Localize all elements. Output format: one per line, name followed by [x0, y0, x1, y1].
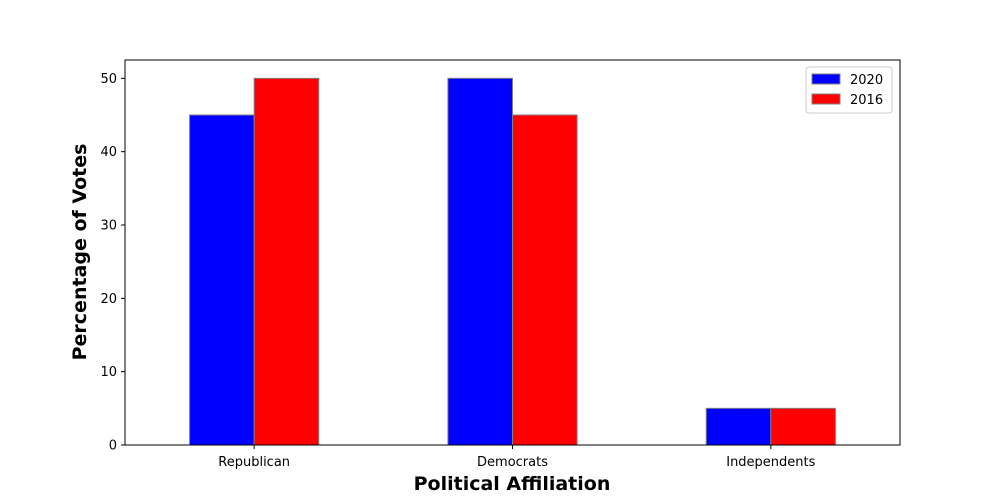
- legend-swatch-2020: [811, 73, 841, 85]
- y-tick-label-50: 50: [100, 72, 117, 87]
- bar-2020-independents: [705, 407, 772, 446]
- bar-2020-democrats: [447, 77, 513, 446]
- y-tick-label-20: 20: [100, 292, 117, 307]
- legend-label-2020: 2020: [850, 73, 883, 88]
- bar-2020-republican: [189, 114, 255, 446]
- bar-2016-independents: [770, 407, 836, 446]
- bars-group: [189, 77, 836, 446]
- x-axis-ticks: Republican Democrats Independents: [218, 445, 816, 470]
- bar-2016-democrats: [512, 114, 578, 446]
- legend: 2020 2016: [805, 66, 893, 114]
- x-tick-label-independents: Independents: [726, 455, 815, 470]
- x-axis-title: Political Affiliation: [414, 473, 611, 495]
- y-tick-label-30: 30: [100, 219, 117, 234]
- x-tick-label-republican: Republican: [218, 455, 290, 470]
- legend-label-2016: 2016: [850, 93, 883, 108]
- x-tick-label-democrats: Democrats: [477, 455, 548, 470]
- y-tick-label-0: 0: [109, 439, 117, 454]
- y-axis-ticks: 0 10 20 30 40 50: [100, 72, 125, 454]
- legend-swatch-2016: [811, 93, 841, 105]
- y-tick-label-40: 40: [100, 145, 117, 160]
- bar-2016-republican: [253, 77, 320, 446]
- y-axis-title: Percentage of Votes: [69, 144, 91, 361]
- plot-frame: [124, 59, 901, 446]
- y-tick-label-10: 10: [100, 365, 117, 380]
